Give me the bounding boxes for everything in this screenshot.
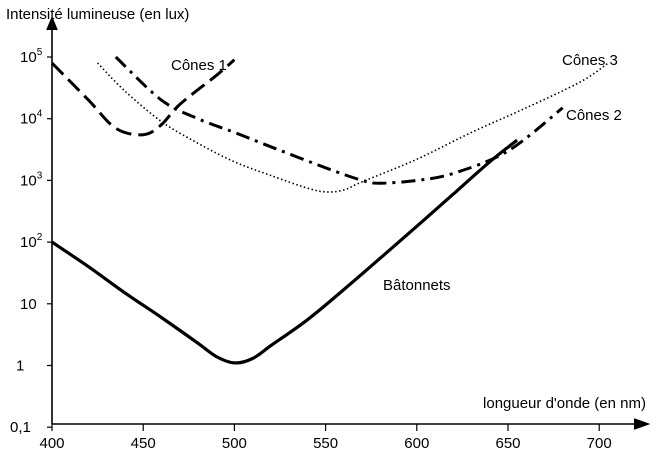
y-axis-arrow-icon (46, 15, 58, 31)
x-tick-label-3: 550 (313, 435, 338, 452)
x-axis-label: longueur d'onde (en nm) (483, 395, 646, 412)
y-tick-label-2: 10 (20, 296, 37, 313)
x-tick-label-4: 600 (404, 435, 429, 452)
ticks-group: 400 450 500 550 600 650 700 0,1 1 10 102 103 104 105 (10, 47, 612, 452)
y-tick-label-6: 105 (20, 47, 43, 66)
y-tick-label-0: 0,1 (10, 419, 31, 436)
y-axis-label: Intensité lumineuse (en lux) (6, 6, 189, 23)
series-line-c-nes-3 (97, 62, 609, 193)
series-line-c-nes-2 (114, 55, 564, 185)
x-axis-arrow-icon (633, 418, 651, 430)
x-tick-label-0: 400 (39, 435, 64, 452)
x-tick-label-1: 450 (131, 435, 156, 452)
x-tick-label-5: 650 (495, 435, 520, 452)
y-tick-label-5: 104 (20, 109, 43, 128)
series-line-c-nes-1 (50, 58, 236, 137)
y-tick-label-1: 1 (16, 358, 24, 375)
annotation-batonnets: Bâtonnets (383, 277, 451, 294)
annotation-cones-2: Cônes 2 (566, 107, 622, 124)
y-tick-label-4: 103 (20, 170, 43, 189)
y-tick-label-3: 102 (20, 232, 43, 251)
series-line-b-tonnets (51, 138, 519, 365)
curves-group (50, 55, 609, 365)
annotation-cones-3: Cônes 3 (562, 52, 618, 69)
x-tick-label-6: 700 (587, 435, 612, 452)
annotation-cones-1: Cônes 1 (171, 57, 227, 74)
x-tick-label-2: 500 (222, 435, 247, 452)
